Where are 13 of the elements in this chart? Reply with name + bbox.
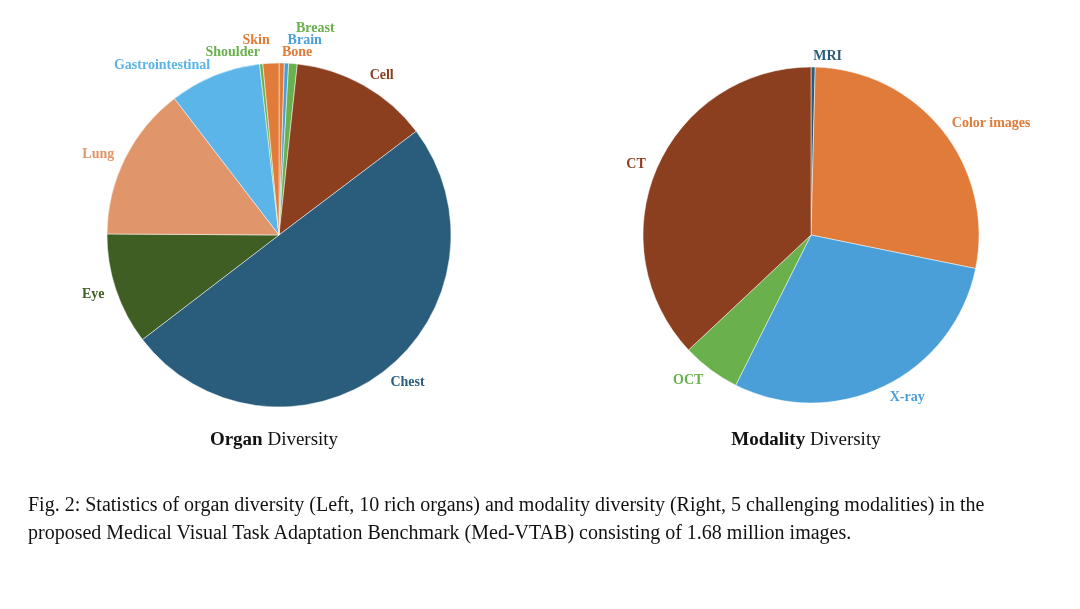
slice-label: Skin (242, 31, 270, 47)
slice-label: Eye (81, 286, 105, 302)
text: Organ Diversity (208, 428, 340, 450)
slice-label: Cell (369, 67, 394, 83)
slice-label: CT (626, 156, 647, 172)
caption: Fig. 2: Statistics of organ diversity (Left, 10 rich organs) and modality diversity (Right, 5 challenging modalities) in the proposed Medical Visual Task Adaptation Benchmark (Med-VTAB) consisting of 1.68 million images. (28, 492, 986, 546)
slice-label: Chest (390, 373, 425, 389)
slice-label: MRI (813, 47, 843, 63)
text: Modality Diversity (730, 428, 882, 450)
slice-label: Color images (951, 115, 1032, 131)
slice-label: X-ray (889, 389, 925, 405)
slice-label: Lung (82, 145, 115, 161)
slice-label: OCT (673, 371, 705, 387)
